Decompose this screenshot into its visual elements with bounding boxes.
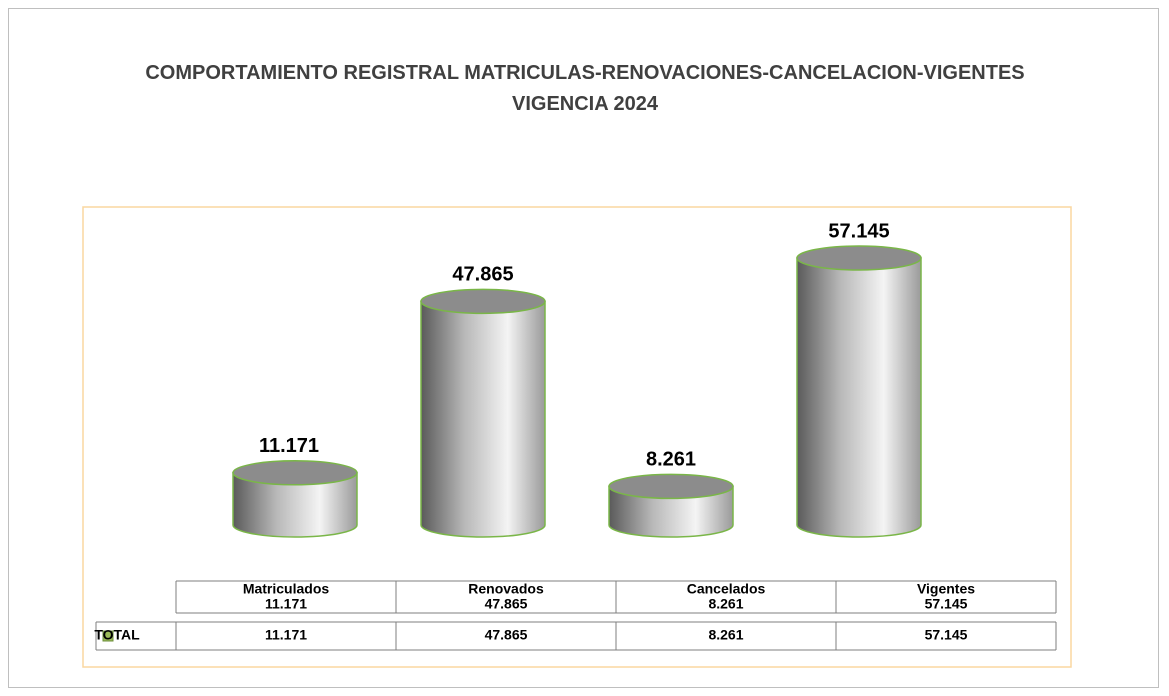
cylinder-body (232, 472, 358, 538)
value-label: 57.145 (828, 220, 889, 242)
chart-frame (8, 8, 1159, 688)
chart-title: COMPORTAMIENTO REGISTRAL MATRICULAS-RENO… (145, 62, 1025, 115)
table-value: 11.171 (265, 627, 307, 643)
legend-key (102, 630, 114, 642)
value-label: 47.865 (452, 264, 513, 286)
table-value: 57.145 (925, 627, 968, 643)
table-header: Vigentes (917, 581, 975, 597)
table-header: Renovados (468, 581, 544, 597)
cylinder-top (608, 473, 734, 500)
table-header: Cancelados (687, 581, 766, 597)
table-value: 11.171 (265, 596, 307, 612)
table-header: Matriculados (243, 581, 330, 597)
table-value: 57.145 (925, 596, 968, 612)
cylinder-body (796, 257, 922, 538)
value-label: 11.171 (259, 435, 319, 457)
table-value: 47.865 (485, 596, 528, 612)
cylinder-body (608, 485, 734, 538)
table-value: 47.865 (485, 627, 528, 643)
table-value: 8.261 (708, 627, 743, 643)
table-value: 8.261 (708, 596, 743, 612)
cylinder-top (420, 288, 546, 315)
plot-area (82, 206, 1072, 668)
legend-label: TOTAL (94, 627, 140, 643)
cylinder-top (232, 460, 358, 486)
cylinder-body (420, 300, 546, 538)
cylinder-top (796, 245, 922, 271)
value-label: 8.261 (646, 449, 696, 471)
